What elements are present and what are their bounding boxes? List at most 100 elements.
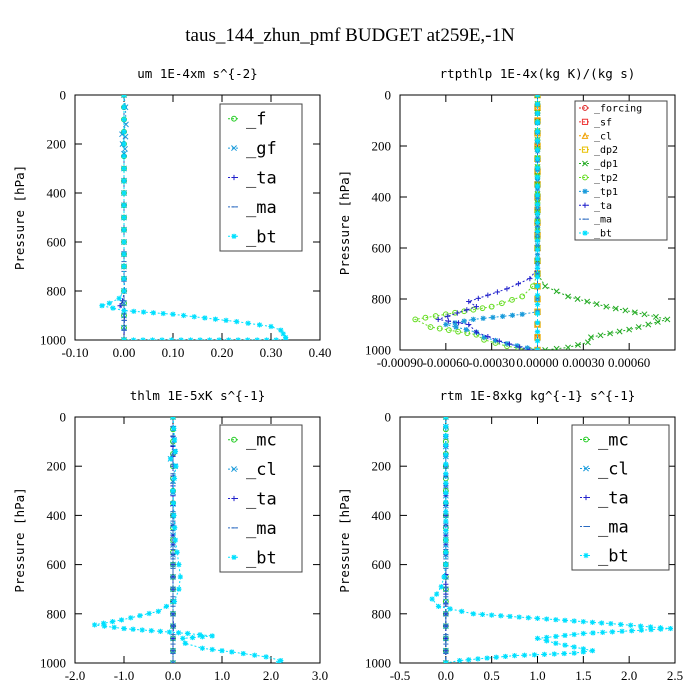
data-point [455,328,461,335]
data-point [443,549,449,555]
data-point [137,613,143,619]
data-point [600,629,606,635]
y-tick-label: 0 [385,410,392,425]
data-point [516,614,522,620]
data-point [534,283,541,289]
data-point [455,320,462,326]
data-point [534,238,541,244]
data-point [443,423,449,430]
data-point [163,603,169,610]
data-point [527,347,533,350]
series-line [413,95,538,350]
data-point [574,296,581,302]
data-point [99,303,105,309]
panel-1: um 1E-4xm s^{-2} Pressure [hPa] 0 200 400 600… [12,66,331,360]
data-point [629,628,635,634]
data-point [435,603,442,610]
data-point [619,628,625,634]
y-tick-label: 600 [372,557,392,572]
data-point [234,319,240,325]
data-point [121,165,127,172]
data-point [121,308,127,314]
legend-entry: _bt [598,547,629,567]
data-point [117,303,123,309]
data-point [626,326,633,333]
y-tick-label: 200 [47,137,67,152]
y-tick-label: 0 [60,88,67,103]
data-point [434,591,440,597]
data-point [470,316,476,322]
data-point [447,606,453,612]
y-tick-label: 400 [47,186,67,201]
data-point [185,630,191,637]
panel-title: rtpthlp 1E-4x(kg K)/(kg s) [440,66,636,81]
data-point [429,596,435,602]
data-point [139,627,145,633]
data-point [240,650,246,657]
data-point [131,308,137,314]
series-line [445,95,538,350]
data-point [443,499,449,505]
data-point [461,318,467,324]
data-point [571,650,577,656]
data-point [459,608,465,614]
data-point [561,650,567,657]
panel-2: rtpthlp 1E-4x(kg K)/(kg s) Pressure [hPa]… [337,66,676,370]
data-point [172,448,179,455]
data-point [534,301,541,308]
data-point [534,320,541,326]
data-point [197,632,203,638]
data-point [534,219,541,226]
data-point [584,298,591,305]
data-point [121,288,127,294]
data-point [110,305,116,311]
data-point [534,201,541,207]
data-point [509,312,516,318]
legend-entry: _tp1 [594,187,618,198]
data-point [534,635,541,641]
data-point [511,653,518,659]
data-point [571,631,577,638]
data-point [654,318,661,325]
data-point [534,229,541,235]
y-tick-label: 0 [385,88,392,103]
data-point [519,311,525,317]
data-point [219,648,225,654]
data-point [599,620,605,626]
y-axis-label: Pressure [hPa] [337,170,352,275]
data-point [121,129,127,135]
data-point [150,310,156,316]
data-point [635,324,642,331]
legend-entry: _tp2 [594,173,618,184]
data-point [590,630,596,636]
data-point [562,617,568,623]
data-point [202,315,208,321]
data-point [534,183,541,189]
data-point [443,490,449,496]
data-point [121,190,127,196]
data-point [534,147,541,153]
data-point [475,656,481,662]
y-tick-label: 800 [372,292,392,307]
data-point [544,638,550,644]
data-point [584,339,591,346]
data-point [159,337,165,340]
legend-entry: _mc [246,431,277,451]
plot-area [412,95,671,350]
data-point [488,303,495,310]
data-point [443,562,449,568]
data-point [534,242,541,248]
data-point [527,276,533,282]
data-point [607,330,614,337]
panel-title: um 1E-4xm s^{-2} [137,66,257,81]
data-point [100,620,107,626]
data-point [507,613,513,620]
data-point [443,509,449,515]
data-point [209,633,215,639]
y-tick-label: 1000 [40,656,66,671]
data-point [443,461,449,467]
data-point [140,337,146,340]
data-point [473,329,479,335]
series-bt [99,95,289,340]
